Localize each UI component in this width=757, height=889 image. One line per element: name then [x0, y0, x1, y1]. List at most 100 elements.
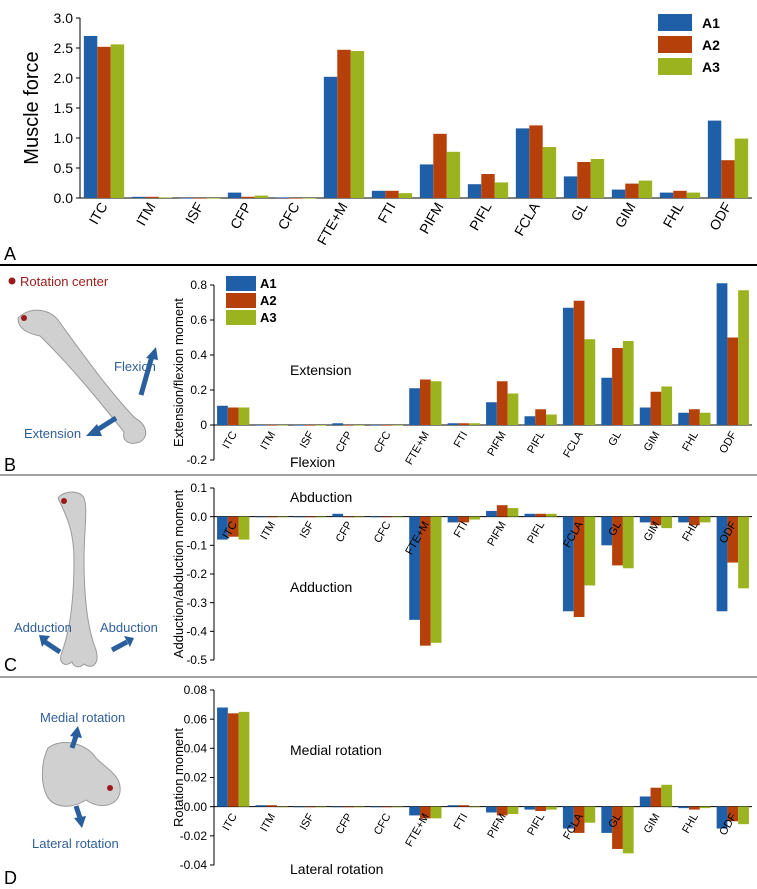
panel-label-d: D — [4, 868, 17, 888]
bar-a3-pifm — [507, 508, 519, 517]
y-tick-label: 0.0 — [190, 510, 207, 524]
bar-a1-pifm — [486, 402, 497, 425]
bar-a2-cfc — [381, 806, 393, 808]
bar-a3-fhl — [699, 412, 711, 425]
category-label: GL — [606, 430, 624, 449]
lateral-rotation-arrow-head — [74, 816, 86, 828]
bar-a1-isf — [293, 806, 305, 808]
bar-a2-odf — [727, 337, 739, 425]
bar-a2-itm — [266, 805, 278, 807]
category-label: CFC — [372, 811, 394, 837]
legend-swatch-a2 — [658, 36, 692, 53]
bar-a3-cfp — [353, 516, 365, 518]
category-label: FTI — [452, 520, 471, 540]
femur-shaft-b — [17, 309, 147, 444]
bar-a1-pifl — [467, 184, 482, 198]
bar-a2-cfc — [289, 198, 303, 199]
bar-a2-fte-m — [419, 806, 431, 819]
category-label: PIFL — [525, 812, 547, 838]
bar-a1-itc — [83, 36, 98, 198]
bar-a3-isf — [206, 198, 221, 199]
bar-a3-gim — [661, 516, 673, 529]
bar-a2-cfp — [241, 196, 255, 198]
bar-a1-cfp — [332, 513, 344, 517]
category-label: PIFM — [485, 430, 509, 459]
bar-a2-fte-m — [337, 49, 351, 198]
bar-a2-itm — [266, 516, 278, 518]
bar-a3-gim — [638, 180, 653, 198]
medial-rotation-label: Medial rotation — [40, 710, 125, 725]
bar-a3-fte-m — [430, 381, 442, 425]
bar-a3-cfc — [302, 198, 317, 199]
femur-illustration-c: Adduction Abduction — [14, 491, 158, 668]
bar-a2-gim — [650, 787, 662, 807]
bar-a2-pifl — [535, 409, 547, 425]
bar-a2-fte-m — [419, 516, 431, 646]
bar-a1-isf — [293, 425, 305, 426]
bar-a3-fti — [398, 193, 413, 198]
bar-a3-gl — [590, 159, 605, 198]
bar-a1-fte-m — [409, 806, 420, 816]
legend-swatch-a3 — [226, 310, 256, 325]
bar-a1-fhl — [678, 516, 689, 523]
abduction-arrow-shaft — [110, 639, 129, 653]
bar-a3-itc — [238, 516, 250, 540]
femur-shaft-c — [57, 491, 98, 668]
y-tick-label: 0.2 — [190, 383, 207, 397]
bar-a3-gl — [622, 341, 634, 425]
bar-a1-itm — [255, 425, 267, 426]
bar-a2-gl — [577, 162, 591, 198]
category-label: FCLA — [511, 199, 543, 239]
bar-a1-fti — [447, 516, 459, 523]
bar-a3-fte-m — [350, 51, 365, 198]
rotation-center-marker-b — [21, 315, 27, 321]
category-label: FTI — [452, 430, 471, 450]
medial-rotation-arrow-head — [70, 726, 82, 738]
category-label: ITC — [85, 200, 110, 228]
category-label: PIFM — [416, 200, 447, 237]
y-tick-label: -0.4 — [186, 625, 207, 639]
category-label: FTE+M — [403, 430, 432, 468]
bar-a1-itm — [255, 516, 267, 518]
bar-a3-gl — [622, 806, 634, 854]
legend-label-a3: A3 — [702, 59, 720, 75]
category-label: ITM — [258, 520, 278, 542]
bar-a2-isf — [193, 198, 207, 199]
panel-label-c: C — [4, 655, 17, 675]
y-axis-title: Muscle force — [21, 51, 43, 164]
legend-label-a2: A2 — [260, 293, 277, 308]
bar-a2-fcla — [529, 125, 543, 198]
y-tick-label: 0.06 — [184, 712, 208, 726]
extension-label: Extension — [24, 426, 81, 441]
extension-arrow-shaft — [95, 415, 118, 433]
legend-swatch-a1 — [658, 14, 692, 31]
bar-a3-cfp — [353, 425, 365, 426]
bar-a3-itc — [110, 44, 125, 199]
category-label: PIFM — [485, 812, 509, 841]
category-label: FHL — [660, 199, 687, 230]
lateral-rotation-label: Lateral rotation — [32, 836, 119, 851]
category-label: FTI — [452, 812, 471, 832]
bar-a3-fhl — [699, 516, 711, 523]
bar-a3-gim — [661, 784, 673, 807]
bar-a3-gl — [622, 516, 634, 569]
bar-a2-isf — [304, 516, 316, 518]
y-tick-label: -0.2 — [186, 453, 207, 467]
y-tick-label: 0.4 — [190, 348, 207, 362]
bar-a3-fcla — [542, 147, 557, 198]
y-tick-label: 0.00 — [184, 800, 208, 814]
extension-flexion-chart: -0.2 0 0.2 0.4 0.6 0.8 ITC ITM ISF CFP CFC FTE+M FTI… — [171, 276, 752, 470]
annotation-negative: Lateral rotation — [290, 861, 383, 877]
adduction-arrow-shaft — [43, 639, 62, 655]
annotation-positive: Medial rotation — [290, 742, 382, 758]
bar-a1-itm — [131, 196, 146, 198]
bar-a2-pifm — [496, 806, 508, 816]
extension-arrow-head — [86, 424, 102, 436]
bar-a2-cfp — [343, 516, 354, 518]
bar-a2-isf — [304, 425, 316, 426]
bar-a2-odf — [721, 160, 735, 198]
bar-a2-gl — [612, 516, 623, 566]
adduction-arrow-head — [39, 635, 50, 647]
bar-a1-itc — [217, 707, 228, 807]
bar-a3-cfp — [254, 195, 269, 198]
